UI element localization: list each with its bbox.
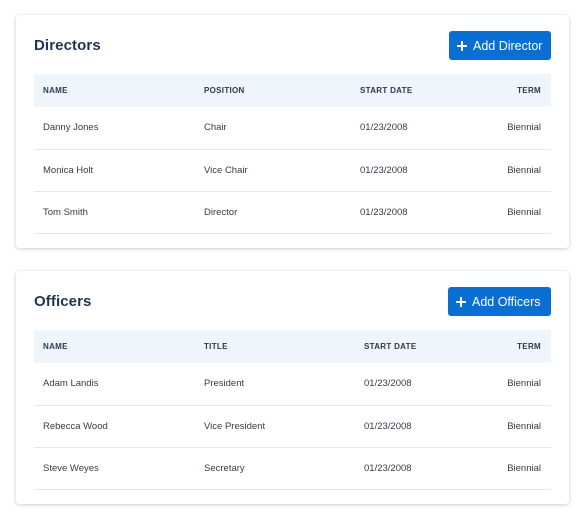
column-header-title[interactable]: TITLE (204, 342, 228, 351)
cell-title: President (204, 378, 245, 390)
cell-position: Director (204, 206, 238, 218)
add-director-label: Add Director (473, 38, 543, 53)
table-header-row: NAME TITLE START DATE TERM (34, 330, 551, 363)
officers-table: NAME TITLE START DATE TERM Adam Landis P… (34, 330, 551, 490)
plus-icon (457, 40, 467, 51)
cell-name: Monica Holt (43, 164, 94, 176)
add-director-button[interactable]: Add Director (449, 31, 551, 60)
cell-position: Chair (204, 122, 227, 134)
directors-title: Directors (34, 37, 101, 54)
cell-term: Biennial (507, 164, 541, 176)
directors-header: Directors Add Director (34, 15, 551, 74)
cell-name: Adam Landis (43, 378, 99, 390)
add-officers-button[interactable]: Add Officers (448, 287, 551, 316)
column-header-term[interactable]: TERM (517, 86, 541, 95)
cell-position: Vice Chair (204, 164, 248, 176)
add-officers-label: Add Officers (472, 294, 541, 309)
table-row[interactable]: Steve Weyes Secretary 01/23/2008 Biennia… (34, 447, 551, 489)
cell-term: Biennial (507, 462, 541, 474)
column-header-position[interactable]: POSITION (204, 86, 245, 95)
cell-start-date: 01/23/2008 (364, 462, 412, 474)
table-row[interactable]: Rebecca Wood Vice President 01/23/2008 B… (34, 405, 551, 447)
column-header-term[interactable]: TERM (517, 342, 541, 351)
cell-start-date: 01/23/2008 (364, 420, 412, 432)
plus-icon (456, 296, 466, 307)
cell-start-date: 01/23/2008 (360, 164, 408, 176)
table-row[interactable]: Adam Landis President 01/23/2008 Biennia… (34, 363, 551, 405)
cell-name: Tom Smith (43, 206, 88, 218)
table-header-row: NAME POSITION START DATE TERM (34, 74, 551, 107)
table-row[interactable]: Monica Holt Vice Chair 01/23/2008 Bienni… (34, 149, 551, 191)
directors-card: Directors Add Director NAME POSITION STA… (16, 15, 569, 248)
cell-start-date: 01/23/2008 (364, 378, 412, 390)
cell-title: Vice President (204, 420, 266, 432)
officers-header: Officers Add Officers (34, 271, 551, 330)
cell-start-date: 01/23/2008 (360, 206, 408, 218)
column-header-name[interactable]: NAME (43, 86, 68, 95)
cell-start-date: 01/23/2008 (360, 122, 408, 134)
cell-term: Biennial (507, 378, 541, 390)
cell-title: Secretary (204, 462, 245, 474)
cell-name: Steve Weyes (43, 462, 99, 474)
officers-title: Officers (34, 293, 92, 310)
column-header-name[interactable]: NAME (43, 342, 68, 351)
table-row[interactable]: Danny Jones Chair 01/23/2008 Biennial (34, 107, 551, 149)
table-row[interactable]: Tom Smith Director 01/23/2008 Biennial (34, 191, 551, 233)
officers-card: Officers Add Officers NAME TITLE START D… (16, 271, 569, 504)
cell-term: Biennial (507, 420, 541, 432)
column-header-start-date[interactable]: START DATE (364, 342, 417, 351)
cell-term: Biennial (507, 122, 541, 134)
column-header-start-date[interactable]: START DATE (360, 86, 413, 95)
cell-name: Rebecca Wood (43, 420, 108, 432)
cell-name: Danny Jones (43, 122, 99, 134)
cell-term: Biennial (507, 206, 541, 218)
directors-table: NAME POSITION START DATE TERM Danny Jone… (34, 74, 551, 234)
